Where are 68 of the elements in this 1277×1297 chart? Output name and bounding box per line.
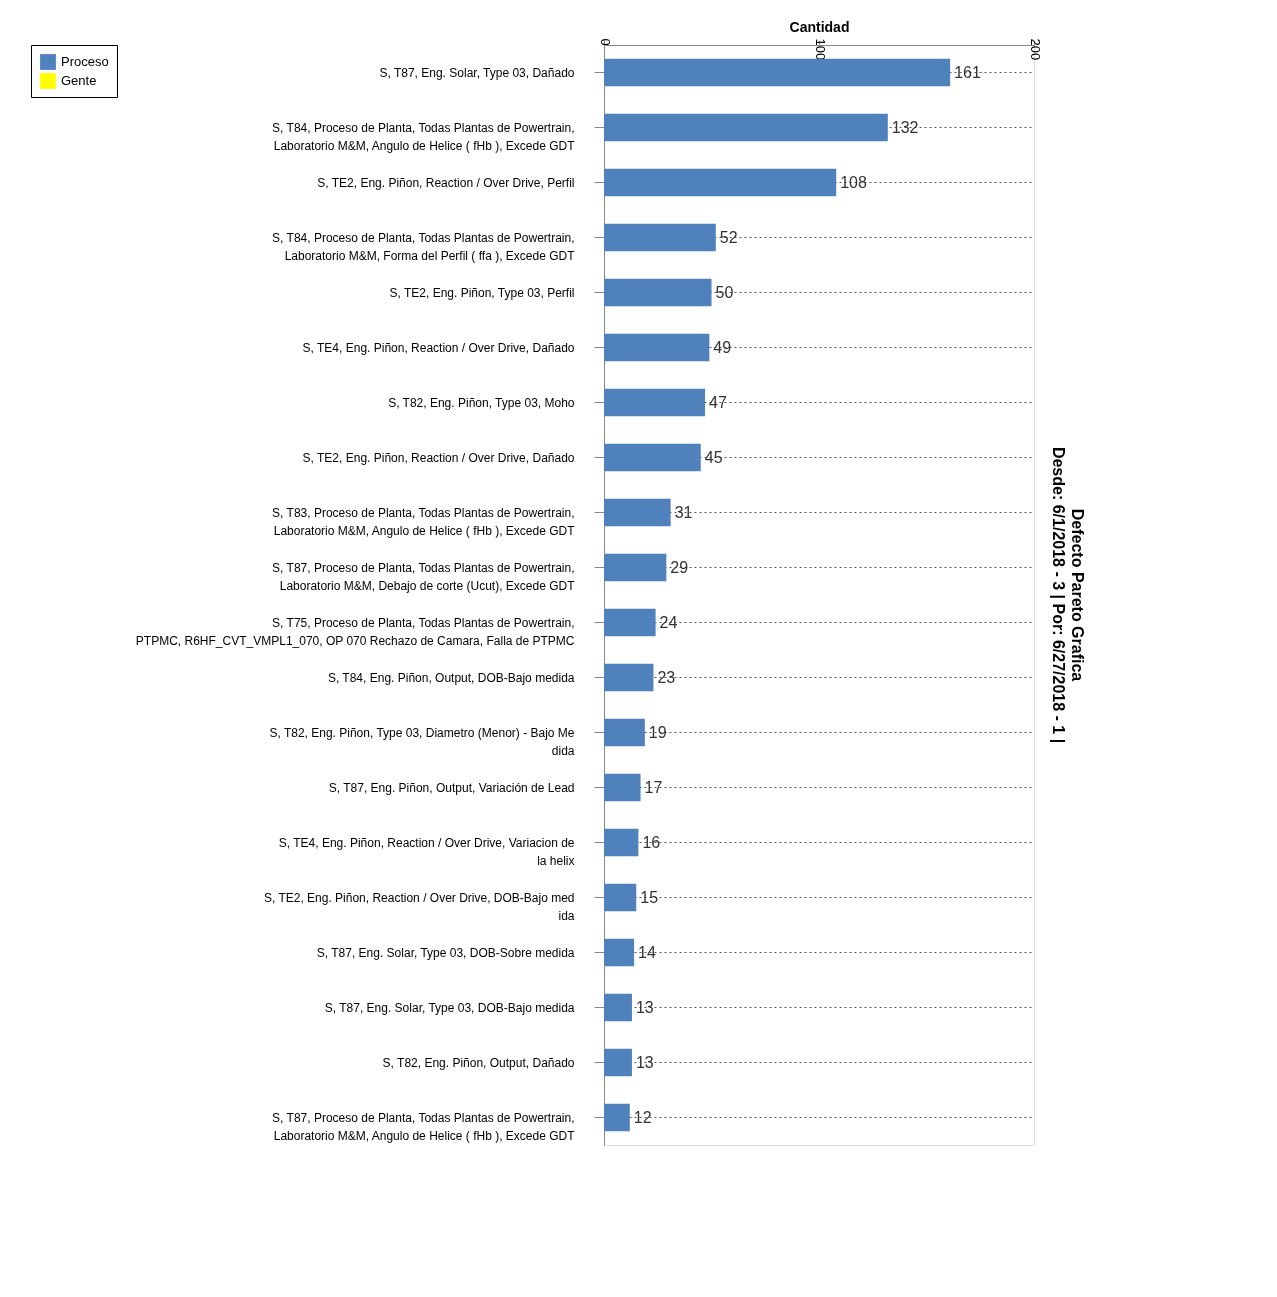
data-label: 15 [640,888,659,906]
data-label: 17 [644,778,663,796]
bar [604,113,888,142]
y-tick-label: S, T84, Eng. Piñon, Output, DOB-Bajo medida [327,670,575,685]
x-tick-label: 100 [812,38,828,61]
y-tick-label: S, T87, Proceso de Planta, Todas Plantas de Powertrain, Laboratorio M&M, Debajo de corte (Ucut), Excede GDT [272,560,576,593]
y-tick-label: S, T84, Proceso de Planta, Todas Plantas de Powertrain, Laboratorio M&M, Angulo de Helice ( fHb ), Excede GDT [272,120,576,153]
y-tick-label: S, T87, Eng. Solar, Type 03, Dañado [379,65,575,80]
data-label: 50 [715,283,734,301]
bar [604,498,671,527]
data-label: 47 [709,393,727,411]
bar [604,388,706,417]
y-tick-label: S, TE2, Eng. Piñon, Reaction / Over Drive, Perfil [317,175,575,190]
legend-label: Gente [61,73,97,88]
y-tick-label: S, T82, Eng. Piñon, Type 03, Diametro (Menor) - Bajo Me dida [269,725,575,758]
text: Desde: 6/1/2018 - 3 | Por: 6/27/2018 - 1 | [1050,446,1067,744]
bar [604,938,635,967]
data-label: 14 [638,943,656,961]
data-label: 132 [891,118,919,136]
y-tick-label: S, TE4, Eng. Piñon, Reaction / Over Drive, Variacion de la helix [278,835,575,868]
data-label: 13 [635,998,654,1016]
bar [604,1048,632,1077]
data-label: 23 [657,668,676,686]
y-tick-label: S, T82, Eng. Piñon, Type 03, Moho [388,395,575,410]
data-label: 108 [840,173,867,191]
data-label: 52 [719,228,738,246]
bar [604,333,710,362]
data-label: 24 [659,613,678,631]
data-label: 13 [635,1053,654,1071]
y-tick-label: S, TE4, Eng. Piñon, Reaction / Over Drive, Dañado [302,340,575,355]
text: Defecto Pareto Grafica [1069,508,1086,682]
bar [604,1103,630,1132]
bar [604,553,667,582]
y-tick-label: S, TE2, Eng. Piñon, Type 03, Perfil [389,285,575,300]
data-label: 29 [670,558,689,576]
bar [604,278,712,307]
x-tick-label: 0 [597,38,613,46]
y-tick-label: S, T84, Proceso de Planta, Todas Plantas de Powertrain, Laboratorio M&M, Forma del Perfil ( ffa ), Excede GDT [272,230,576,263]
y-tick-label: S, T82, Eng. Piñon, Output, Dañado [382,1055,575,1070]
bar [604,663,654,692]
bar [604,58,951,87]
data-label: 161 [954,63,981,81]
y-tick-label: S, T87, Eng. Solar, Type 03, DOB-Bajo medida [324,1000,575,1015]
bar [604,608,656,637]
data-label: 49 [713,338,732,356]
x-tick-label: 200 [1027,38,1043,61]
y-tick-label: S, T87, Eng. Piñon, Output, Variación de Lead [328,780,575,795]
bar [604,993,632,1022]
data-label: 16 [642,833,661,851]
data-label: 31 [674,503,693,521]
data-label: 45 [704,448,723,466]
y-tick-label: S, T87, Eng. Solar, Type 03, DOB-Sobre medida [316,945,575,960]
bar [604,443,701,472]
bar [604,223,716,252]
bar [604,773,641,802]
y-tick-label: S, T87, Proceso de Planta, Todas Plantas de Powertrain, Laboratorio M&M, Angulo de Helice ( fHb ), Excede GDT [272,1110,576,1143]
y-tick-label: S, TE2, Eng. Piñon, Reaction / Over Drive, DOB-Bajo med ida [263,890,575,923]
y-tick-label: S, T83, Proceso de Planta, Todas Plantas de Powertrain, Laboratorio M&M, Angulo de Helice ( fHb ), Excede GDT [272,505,576,538]
bar [604,168,837,197]
y-tick-label: S, T75, Proceso de Planta, Todas Plantas de Powertrain, PTPMC, R6HF_CVT_VMPL1_070, OP 070 Rechazo de Camara, Falla de PTPMC [135,615,575,648]
bar [604,883,637,912]
bar [604,718,645,747]
bar [604,828,639,857]
data-label: 12 [633,1108,652,1126]
legend-label: Proceso [61,54,109,69]
y-tick-label: S, TE2, Eng. Piñon, Reaction / Over Drive, Dañado [302,450,575,465]
data-label: 19 [648,723,667,741]
x-axis-title: Cantidad [789,18,850,35]
